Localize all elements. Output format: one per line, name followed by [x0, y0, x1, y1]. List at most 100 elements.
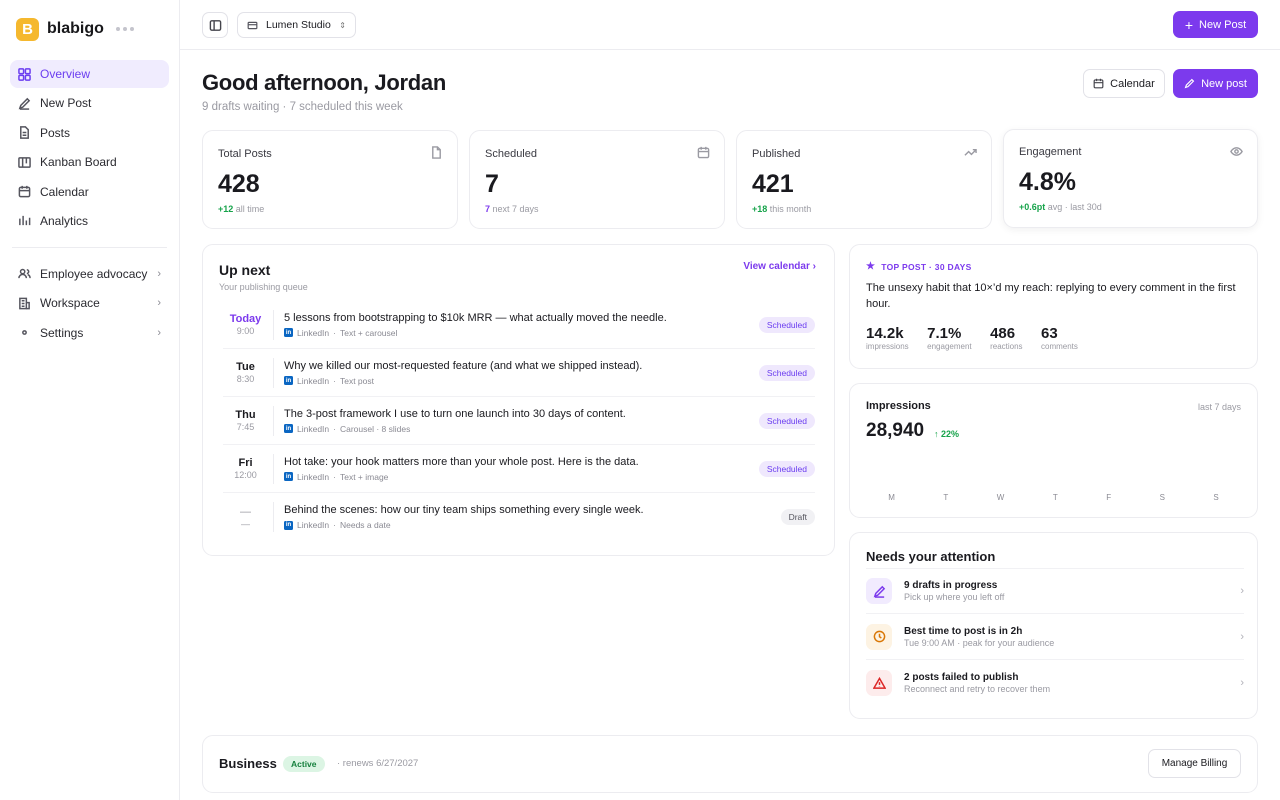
attention-item-best-time[interactable]: Best time to post is in 2h Tue 9:00 AM · … [866, 614, 1244, 660]
stat-label: Scheduled [485, 148, 537, 160]
dot-icon [22, 330, 27, 336]
metric-label: impressions [866, 342, 909, 351]
stat-label: Total Posts [218, 148, 272, 160]
new-post-button[interactable]: New post [1173, 69, 1258, 98]
attention-item-title: 2 posts failed to publish [904, 672, 1019, 683]
brand-name[interactable]: blabigo [47, 20, 104, 37]
sidebar: B blabigo Overview New Post Posts Kanban… [0, 0, 180, 800]
sidebar-item-label: Calendar [40, 184, 89, 199]
sidebar-item-new-post[interactable]: New Post [10, 89, 169, 117]
chevron-right-icon: › [812, 261, 816, 272]
sidebar-item-employee-advocacy[interactable]: Employee advocacy › [10, 260, 169, 288]
queue-row[interactable]: Thu 7:45 The 3-post framework I use to tu… [223, 397, 815, 445]
bar-chart-icon [19, 216, 31, 226]
attention-item-drafts[interactable]: 9 drafts in progress Pick up where you le… [866, 568, 1244, 614]
chevron-right-icon: › [157, 267, 161, 280]
queue-day-label: — [240, 505, 251, 518]
metric-value: 14.2k [866, 325, 904, 342]
star-icon: ★ [866, 261, 876, 272]
stat-card-engagement[interactable]: Engagement 4.8% +0.6pt avg · last 30d [1003, 129, 1258, 228]
top-post-metric: 63 comments [1041, 325, 1078, 351]
calendar-button-label: Calendar [1110, 77, 1155, 90]
metric-label: comments [1041, 342, 1078, 351]
workspace-switcher[interactable]: Lumen Studio ⇕ [237, 12, 356, 38]
sidebar-item-label: Employee advocacy [40, 266, 148, 281]
status-badge: Scheduled [758, 364, 815, 381]
sidebar-item-analytics[interactable]: Analytics [10, 207, 169, 235]
queue-day: Tue 8:30 [223, 361, 268, 384]
brand: B blabigo [10, 14, 169, 42]
attention-item-failed[interactable]: 2 posts failed to publish Reconnect and r… [866, 660, 1244, 706]
linkedin-icon: in [284, 376, 293, 385]
queue-row[interactable]: Tue 8:30 Why we killed our most-requested… [223, 349, 815, 397]
chevron-right-icon: › [157, 326, 161, 339]
sidebar-item-settings[interactable]: Settings › [10, 319, 169, 347]
queue-format: Text + image [339, 471, 389, 482]
stat-foot: 7 next 7 days [485, 204, 539, 214]
meta-separator: · [333, 471, 336, 482]
building-icon [19, 297, 30, 310]
stat-card-scheduled[interactable]: Scheduled 7 7 next 7 days [469, 130, 725, 229]
plus-icon: + [1184, 16, 1194, 33]
attention-item-subtitle: Pick up where you left off [904, 592, 1005, 602]
queue-row[interactable]: — — Behind the scenes: how our tiny team … [223, 493, 815, 541]
stat-delta: 7 [485, 204, 491, 214]
status-badge: Scheduled [758, 460, 815, 477]
chevron-right-icon: › [1240, 630, 1244, 643]
meta-separator: · [333, 327, 336, 338]
view-calendar-label: View calendar [743, 261, 810, 272]
grid-icon [18, 67, 31, 81]
queue-row[interactable]: Fri 12:00 Hot take: your hook matters mor… [223, 445, 815, 493]
linkedin-icon: in [284, 472, 293, 481]
attention-item-title: 9 drafts in progress [904, 580, 998, 591]
brand-logo[interactable]: B [16, 17, 39, 41]
queue-format: Text post [339, 375, 375, 386]
queue-divider [273, 357, 274, 388]
main-content: Lumen Studio ⇕ + New Post Good afternoon… [180, 0, 1280, 800]
manage-billing-button[interactable]: Manage Billing [1148, 749, 1241, 778]
queue-meta: in LinkedIn · Carousel · 8 slides [284, 424, 626, 434]
sidebar-item-calendar[interactable]: Calendar [10, 178, 169, 206]
impressions-value: 28,940 [866, 420, 925, 441]
up-next-subtitle: Your publishing queue [219, 282, 308, 292]
pen-icon [1184, 78, 1195, 89]
queue-time: 8:30 [236, 374, 255, 384]
calendar-button[interactable]: Calendar [1083, 69, 1165, 98]
queue-day-label: Thu [235, 409, 256, 421]
top-post-label: TOP POST · 30 DAYS [881, 261, 972, 272]
sidebar-toggle-button[interactable] [202, 12, 228, 38]
top-post-metrics: 14.2k impressions 7.1% engagement 486 react… [866, 325, 1092, 354]
impressions-period: last 7 days [1197, 402, 1241, 412]
sidebar-item-label: Workspace [40, 296, 100, 311]
attention-item-subtitle: Reconnect and retry to recover them [904, 684, 1051, 694]
sidebar-item-kanban[interactable]: Kanban Board [10, 148, 169, 176]
stat-label: Engagement [1019, 146, 1082, 158]
queue-divider [273, 502, 274, 532]
queue-time: 7:45 [236, 422, 255, 432]
impressions-change-value: 22% [941, 429, 960, 439]
top-post-card[interactable]: ★ TOP POST · 30 DAYS The unsexy habit th… [849, 244, 1258, 369]
sidebar-item-overview[interactable]: Overview [10, 60, 169, 88]
queue-format: Text + carousel [339, 327, 398, 338]
queue-platform: LinkedIn [297, 471, 330, 482]
view-calendar-link[interactable]: View calendar › [743, 261, 816, 272]
stat-card-published[interactable]: Published 421 +18 this month [736, 130, 992, 229]
stat-value: 4.8% [1019, 168, 1076, 196]
queue-title: Hot take: your hook matters more than yo… [284, 455, 639, 468]
queue-row[interactable]: Today 9:00 5 lessons from bootstrapping t… [223, 301, 815, 349]
queue-day-label: Today [229, 313, 262, 325]
new-post-top-button[interactable]: + New Post [1173, 11, 1258, 38]
queue-platform: LinkedIn [297, 327, 330, 338]
attention-item-title: Best time to post is in 2h [904, 625, 1023, 637]
stat-value: 428 [218, 170, 260, 198]
workspace-icon [247, 21, 258, 29]
stat-foot: +18 this month [752, 204, 811, 214]
more-icon[interactable] [115, 27, 134, 31]
meta-separator: · [333, 520, 336, 530]
stat-delta: +18 [752, 204, 768, 214]
sidebar-item-workspace[interactable]: Workspace › [10, 289, 169, 317]
stat-card-total-posts[interactable]: Total Posts 428 +12 all time [202, 130, 458, 229]
queue-format: Carousel · 8 slides [339, 423, 411, 434]
sidebar-item-posts[interactable]: Posts [10, 119, 169, 147]
queue-divider [273, 309, 274, 340]
